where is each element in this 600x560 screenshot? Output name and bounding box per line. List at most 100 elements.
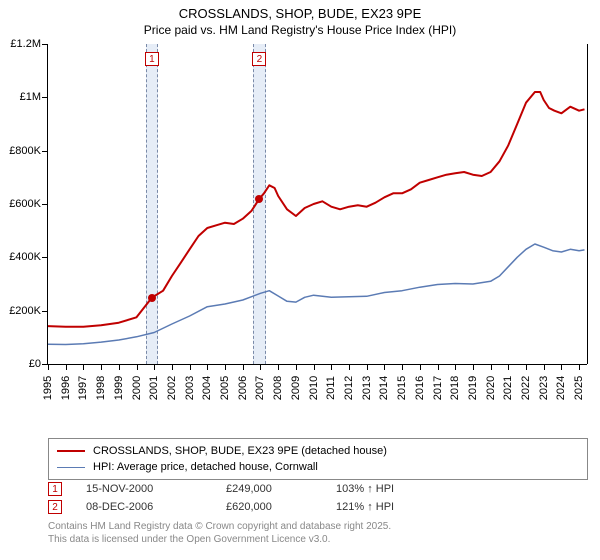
x-tick-label: 2013: [361, 376, 373, 400]
x-tick-label: 2009: [290, 376, 302, 400]
x-tick: [526, 364, 527, 370]
x-tick-label: 2010: [308, 376, 320, 400]
sale-hpi: 103% ↑ HPI: [336, 483, 394, 495]
y-tick: [42, 204, 48, 205]
x-tick: [384, 364, 385, 370]
x-tick-label: 2024: [555, 376, 567, 400]
x-tick-label: 2003: [184, 376, 196, 400]
x-tick: [367, 364, 368, 370]
x-tick-label: 2001: [148, 376, 160, 400]
x-tick-label: 2023: [538, 376, 550, 400]
y-tick-label: £600K: [9, 198, 41, 210]
x-tick-label: 2007: [254, 376, 266, 400]
chart-container: CROSSLANDS, SHOP, BUDE, EX23 9PE Price p…: [0, 0, 600, 560]
x-tick-label: 1995: [42, 376, 54, 400]
x-tick: [544, 364, 545, 370]
x-tick: [296, 364, 297, 370]
attribution: Contains HM Land Registry data © Crown c…: [48, 520, 391, 546]
x-tick-label: 2006: [237, 376, 249, 400]
x-tick-label: 2015: [396, 376, 408, 400]
series-hpi: [48, 244, 585, 345]
x-tick-label: 2018: [449, 376, 461, 400]
x-tick: [420, 364, 421, 370]
attribution-line: This data is licensed under the Open Gov…: [48, 533, 391, 546]
x-axis: [48, 364, 587, 365]
x-tick-label: 1997: [77, 376, 89, 400]
y-tick-label: £400K: [9, 251, 41, 263]
legend: CROSSLANDS, SHOP, BUDE, EX23 9PE (detach…: [48, 438, 588, 480]
x-tick-label: 2000: [131, 376, 143, 400]
x-tick-label: 2016: [414, 376, 426, 400]
sale-marker: 1: [145, 52, 159, 66]
y-tick-label: £200K: [9, 305, 41, 317]
x-tick: [349, 364, 350, 370]
x-tick: [190, 364, 191, 370]
x-tick: [508, 364, 509, 370]
sales-table-row: 1 15-NOV-2000£249,000103% ↑ HPI: [48, 480, 588, 498]
attribution-line: Contains HM Land Registry data © Crown c…: [48, 520, 391, 533]
x-tick: [154, 364, 155, 370]
y-tick-label: £800K: [9, 145, 41, 157]
x-tick: [119, 364, 120, 370]
legend-swatch: [57, 467, 85, 468]
line-series-svg: [48, 44, 588, 364]
sale-date: 08-DEC-2006: [86, 501, 226, 513]
x-tick: [473, 364, 474, 370]
title-block: CROSSLANDS, SHOP, BUDE, EX23 9PE Price p…: [0, 0, 600, 39]
x-tick-label: 2002: [166, 376, 178, 400]
x-tick: [260, 364, 261, 370]
page-title: CROSSLANDS, SHOP, BUDE, EX23 9PE: [0, 6, 600, 21]
sales-table: 1 15-NOV-2000£249,000103% ↑ HPI 2 08-DEC-20…: [48, 480, 588, 516]
sale-price: £249,000: [226, 483, 336, 495]
y-tick-label: £1M: [20, 91, 41, 103]
plot-area: £0£200K£400K£600K£800K£1M£1.2M1995199619…: [48, 44, 588, 364]
sale-date: 15-NOV-2000: [86, 483, 226, 495]
x-tick: [455, 364, 456, 370]
x-tick-label: 1996: [60, 376, 72, 400]
y-tick-label: £1.2M: [10, 38, 41, 50]
x-tick-label: 2019: [467, 376, 479, 400]
sale-index-box: 1: [48, 482, 62, 496]
x-tick: [101, 364, 102, 370]
legend-swatch: [57, 450, 85, 452]
legend-label: CROSSLANDS, SHOP, BUDE, EX23 9PE (detach…: [93, 445, 387, 457]
x-tick-label: 1998: [95, 376, 107, 400]
sale-hpi: 121% ↑ HPI: [336, 501, 394, 513]
x-tick-label: 2014: [378, 376, 390, 400]
legend-row: CROSSLANDS, SHOP, BUDE, EX23 9PE (detach…: [57, 443, 579, 459]
x-tick-label: 2004: [201, 376, 213, 400]
x-tick-label: 2011: [325, 376, 337, 400]
y-tick: [42, 44, 48, 45]
x-tick: [491, 364, 492, 370]
x-tick-label: 1999: [113, 376, 125, 400]
y-tick: [42, 257, 48, 258]
x-tick: [172, 364, 173, 370]
y-tick: [42, 97, 48, 98]
x-tick: [331, 364, 332, 370]
x-tick-label: 2012: [343, 376, 355, 400]
x-tick: [243, 364, 244, 370]
y-tick-label: £0: [29, 358, 41, 370]
x-tick-label: 2008: [272, 376, 284, 400]
x-tick-label: 2005: [219, 376, 231, 400]
x-tick: [438, 364, 439, 370]
legend-row: HPI: Average price, detached house, Corn…: [57, 459, 579, 475]
sale-marker: 2: [252, 52, 266, 66]
x-tick-label: 2021: [502, 376, 514, 400]
sale-index-box: 2: [48, 500, 62, 514]
x-tick-label: 2022: [520, 376, 532, 400]
x-tick-label: 2025: [573, 376, 585, 400]
x-tick: [278, 364, 279, 370]
x-tick: [48, 364, 49, 370]
page-subtitle: Price paid vs. HM Land Registry's House …: [0, 23, 600, 37]
legend-label: HPI: Average price, detached house, Corn…: [93, 461, 318, 473]
x-tick: [137, 364, 138, 370]
series-property: [48, 92, 585, 327]
chart-area: £0£200K£400K£600K£800K£1M£1.2M1995199619…: [48, 44, 588, 394]
sale-dot: [148, 294, 156, 302]
x-tick-label: 2020: [485, 376, 497, 400]
y-tick: [42, 311, 48, 312]
x-tick: [66, 364, 67, 370]
sale-dot: [255, 195, 263, 203]
x-tick: [83, 364, 84, 370]
